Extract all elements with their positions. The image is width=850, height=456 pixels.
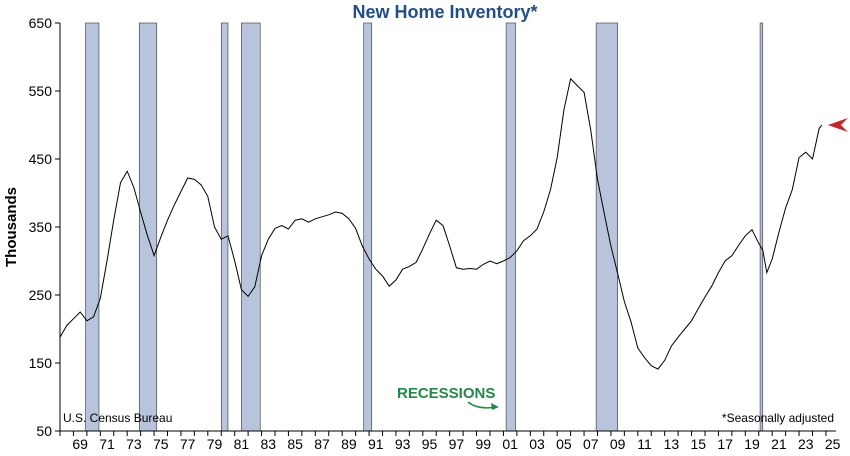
recession-band-3 [220, 22, 229, 432]
x-tick-label: 85 [287, 436, 303, 452]
x-tick-label: 73 [126, 436, 142, 452]
chart-title: New Home Inventory* [352, 2, 537, 22]
x-tick-label: 01 [502, 436, 518, 452]
y-tick-label: 150 [29, 355, 53, 371]
x-tick-label: 75 [153, 436, 169, 452]
y-tick-label: 450 [29, 151, 53, 167]
x-tick-label: 15 [690, 436, 706, 452]
x-tick-label: 03 [529, 436, 545, 452]
x-tick-label: 99 [475, 436, 491, 452]
x-tick-label: 71 [99, 436, 115, 452]
recession-band-1 [85, 22, 100, 432]
x-tick-label: 09 [610, 436, 626, 452]
recessions-label: RECESSIONS [397, 385, 495, 402]
x-tick-label: 19 [744, 436, 760, 452]
x-tick-label: 95 [422, 436, 438, 452]
recession-band-8 [759, 22, 764, 432]
y-axis-label: Thousands [3, 187, 20, 267]
x-tick-label: 23 [798, 436, 814, 452]
x-tick-label: 79 [207, 436, 223, 452]
x-tick-label: 25 [825, 436, 841, 452]
y-axis: 650 550 450 350 250 150 50 [29, 15, 61, 439]
x-tick-label: 93 [395, 436, 411, 452]
recession-bands [85, 22, 764, 432]
x-tick-label: 13 [664, 436, 680, 452]
recession-band-2 [138, 22, 158, 432]
x-tick-label: 91 [368, 436, 384, 452]
source-note: U.S. Census Bureau [63, 411, 172, 425]
latest-value-marker-icon [827, 118, 848, 132]
footnote: *Seasonally adjusted [722, 411, 834, 425]
x-tick-label: 87 [314, 436, 330, 452]
x-tick-label: 17 [717, 436, 733, 452]
x-tick-label: 97 [449, 436, 465, 452]
inventory-line [59, 77, 823, 370]
recession-band-4 [241, 22, 261, 432]
x-tick-label: 21 [771, 436, 787, 452]
x-tick-label: 11 [637, 436, 652, 452]
x-tick-label: 05 [556, 436, 572, 452]
x-tick-label: 69 [72, 436, 88, 452]
recessions-arrowhead-icon [491, 403, 499, 410]
y-tick-label: 250 [29, 287, 53, 303]
recession-band-5 [363, 22, 373, 432]
recession-band-6 [505, 22, 516, 432]
x-tick-label: 89 [341, 436, 357, 452]
y-tick-label: 550 [29, 83, 53, 99]
y-tick-label: 50 [36, 423, 52, 439]
y-tick-label: 350 [29, 219, 53, 235]
x-axis: 69 71 73 75 77 79 81 83 85 87 89 91 93 95 97 99 01 03 05 07… [59, 430, 841, 452]
x-tick-label: 81 [234, 436, 250, 452]
x-tick-label: 07 [583, 436, 599, 452]
x-tick-label: 83 [260, 436, 276, 452]
x-tick-label: 77 [180, 436, 196, 452]
y-tick-label: 650 [29, 15, 53, 31]
